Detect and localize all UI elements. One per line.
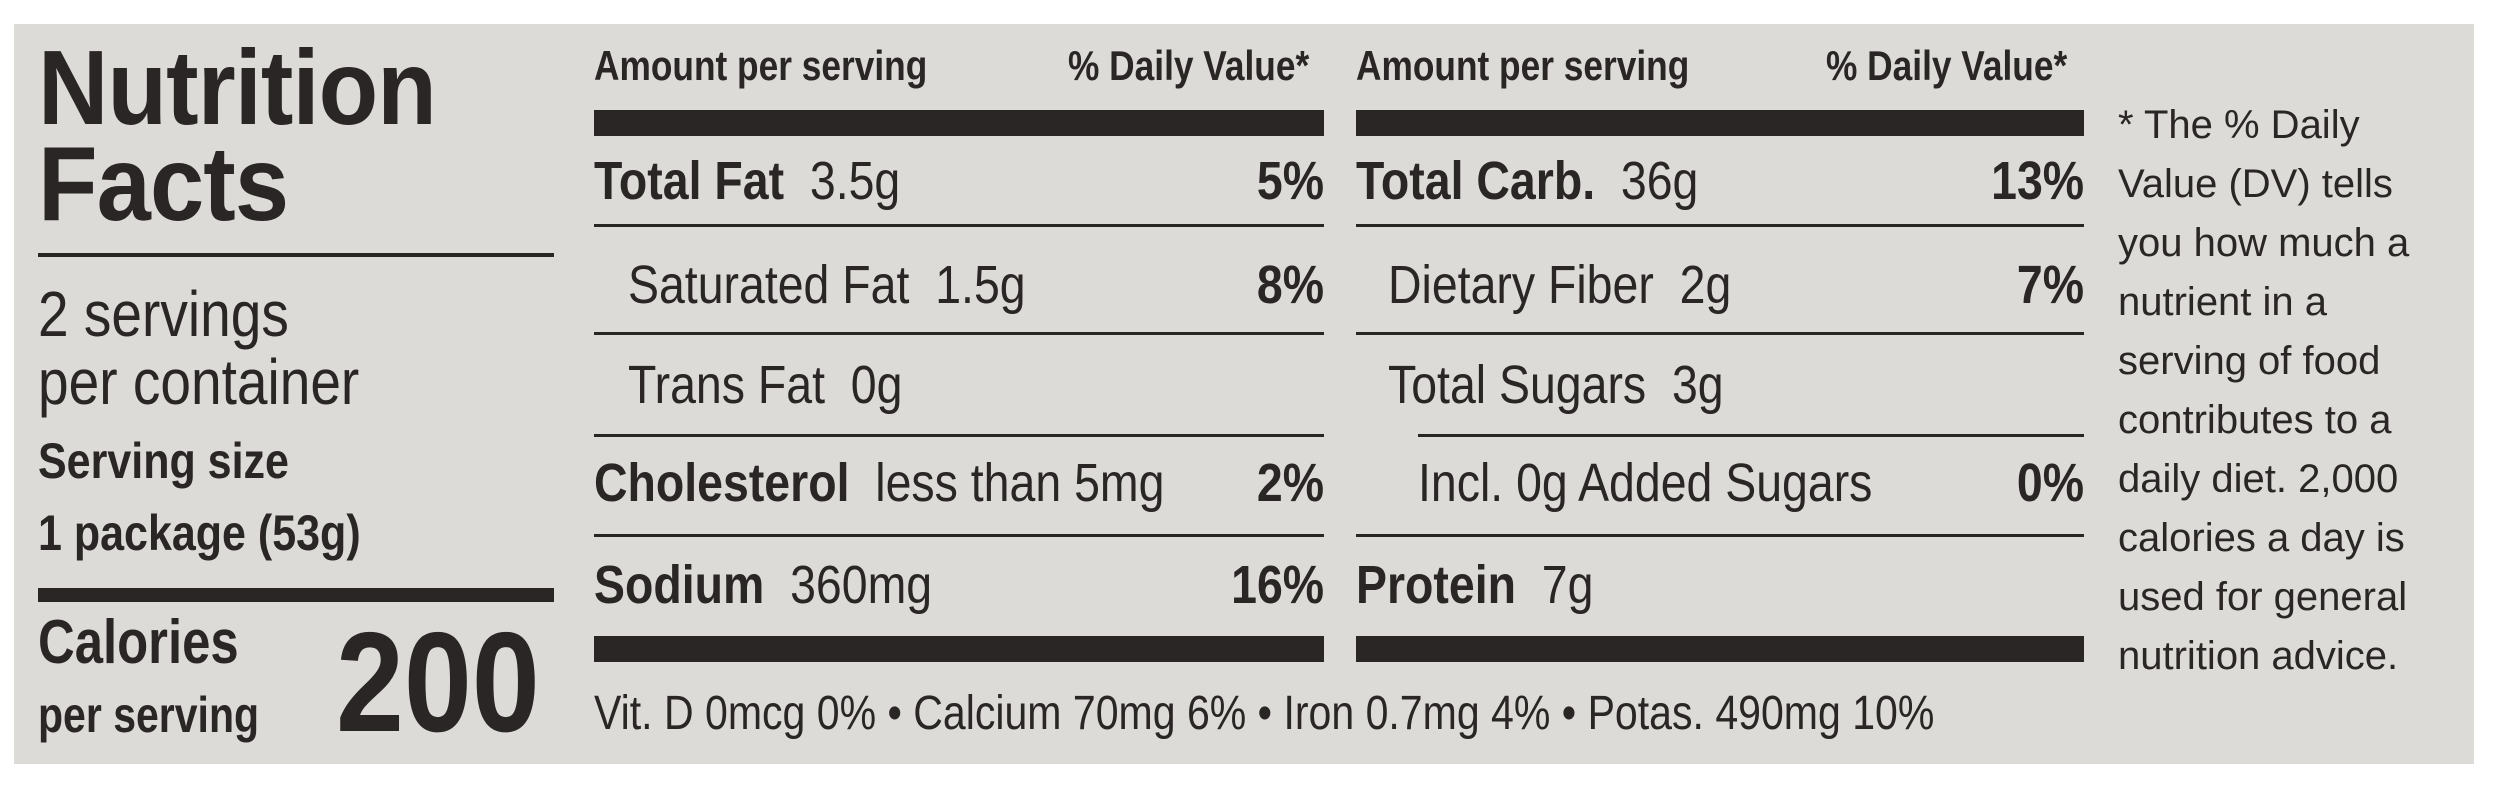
potassium: Potas. 490mg 10% [1587,687,1935,740]
dv-total-carb: 13% [1991,151,2084,211]
row-added-sugars: Incl. 0g Added Sugars [1418,453,1873,513]
row-total-fat: Total Fat 3.5g [594,151,901,211]
row-sodium: Sodium 360mg [594,555,933,615]
dv-sodium: 16% [1231,555,1324,615]
rule [1418,434,2084,437]
right-footer-bar [1356,636,2084,662]
left-header-amount: Amount per serving [594,42,928,89]
serving-size-value: 1 package (53g) [38,505,361,561]
row-cholesterol: Cholesterol less than 5mg [594,453,1165,513]
rule [594,434,1324,437]
left-footer-bar [594,636,1324,662]
row-total-sugars: Total Sugars 3g [1388,355,1724,415]
bullet: • [1561,687,1577,740]
dv-dietary-fiber: 7% [2016,255,2084,315]
calories-value: 200 [336,603,540,762]
row-trans-fat: Trans Fat 0g [628,355,903,415]
left-header-bar [594,110,1324,136]
row-dietary-fiber: Dietary Fiber 2g [1388,255,1732,315]
dv-cholesterol: 2% [1256,453,1324,513]
divider-thick [38,588,554,602]
right-header-bar [1356,110,2084,136]
servings-line2: per container [38,346,360,418]
title-facts: Facts [38,125,289,243]
servings-line1: 2 servings [38,278,289,350]
bullet: • [1257,687,1273,740]
left-header-dv: % Daily Value* [1068,42,1310,89]
row-total-carb: Total Carb. 36g [1356,151,1699,211]
row-saturated-fat: Saturated Fat 1.5g [628,255,1026,315]
footer-vitamins-minerals: Vit. D 0mcg 0% • Calcium 70mg 6% • Iron … [594,686,2162,741]
iron: Iron 0.7mg 4% [1283,687,1551,740]
rule [1356,332,2084,335]
rule [594,534,1324,537]
vit-d: Vit. D 0mcg 0% [594,687,877,740]
rule [1356,534,2084,537]
right-header-dv: % Daily Value* [1826,42,2068,89]
calories-sub-label: per serving [38,687,260,743]
calories-label: Calories [38,608,239,677]
divider-thin [38,253,554,257]
title-nutrition: Nutrition [38,29,437,147]
serving-size-label: Serving size [38,433,289,489]
bullet: • [887,687,902,740]
right-header-amount: Amount per serving [1356,42,1690,89]
dv-saturated-fat: 8% [1256,255,1324,315]
calcium: Calcium 70mg 6% [913,687,1247,740]
dv-total-fat: 5% [1256,151,1324,211]
rule [594,332,1324,335]
dv-footnote: * The % Daily Value (DV) tells you how m… [2118,103,2410,678]
dv-added-sugars: 0% [2016,453,2084,513]
rule [1356,224,2084,227]
row-protein: Protein 7g [1356,555,1594,615]
rule [594,224,1324,227]
